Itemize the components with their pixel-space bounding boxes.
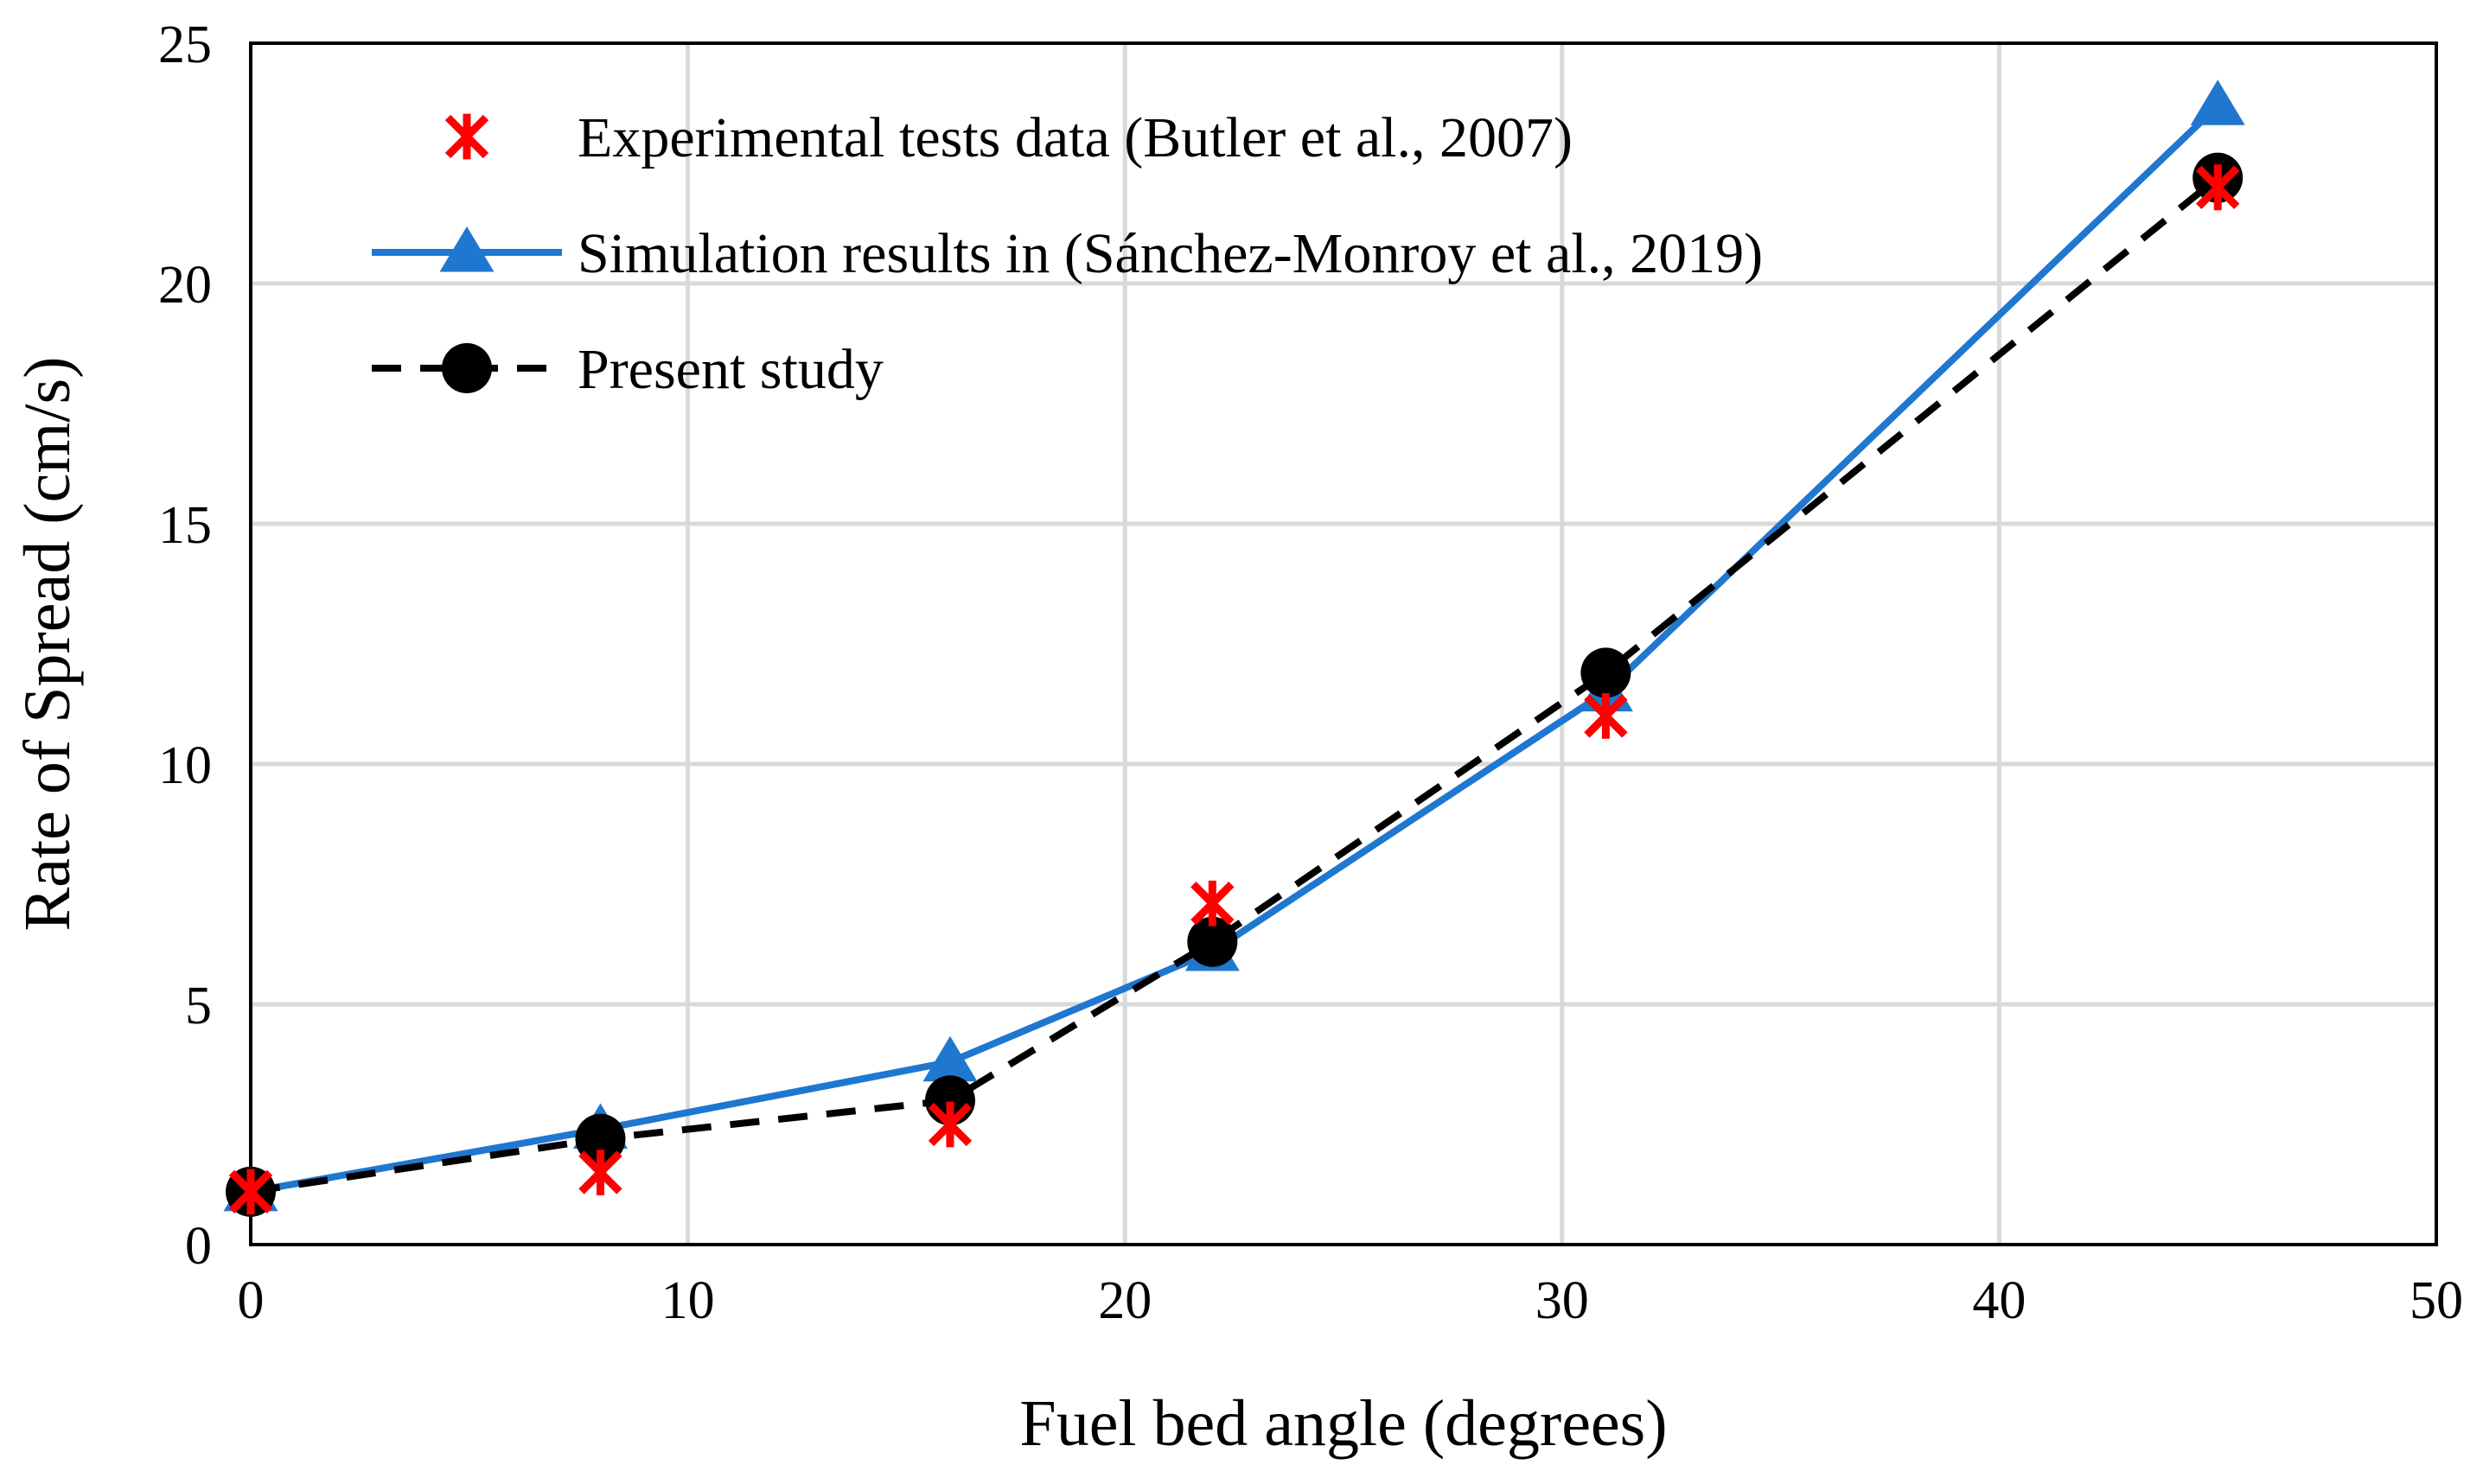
legend-marker-simulation [439, 226, 495, 272]
legend-label-present-study: Present study [578, 338, 884, 401]
present-study-point [1580, 647, 1631, 698]
legend-marker-present-study [442, 343, 492, 393]
axis-ticks: 0 10 20 30 40 50 0 5 10 15 20 25 [158, 16, 2463, 1330]
present-study-point [1187, 916, 1238, 967]
y-tick-label: 10 [158, 736, 212, 795]
y-tick-label: 5 [185, 977, 212, 1035]
x-tick-label: 30 [1535, 1271, 1589, 1330]
legend-marker-experimental [444, 113, 489, 160]
series-group [223, 80, 2245, 1217]
x-tick-label: 0 [238, 1271, 265, 1330]
plot-area-frame [249, 41, 2438, 1246]
y-tick-label: 15 [158, 496, 212, 555]
experimental-point [228, 1169, 273, 1215]
experimental-point [1584, 693, 1628, 739]
x-tick-label: 50 [2410, 1271, 2463, 1330]
experimental-point [578, 1150, 622, 1195]
experimental-point [1190, 880, 1235, 927]
simulation-point [922, 1035, 978, 1082]
legend: Experimental tests data (Butler et al., … [372, 106, 1763, 401]
x-tick-label: 10 [661, 1271, 715, 1330]
legend-label-simulation: Simulation results in (Sánchez-Monroy et… [578, 222, 1763, 285]
grid [251, 43, 2436, 1245]
x-axis-title: Fuel bed angle (degrees) [1019, 1387, 1667, 1460]
y-tick-label: 25 [158, 16, 212, 74]
x-tick-label: 20 [1098, 1271, 1152, 1330]
experimental-point [2196, 164, 2240, 211]
present-study-point [575, 1113, 626, 1164]
legend-label-experimental: Experimental tests data (Butler et al., … [578, 106, 1573, 169]
x-tick-label: 40 [1972, 1271, 2026, 1330]
present-study-series-line [250, 175, 2220, 1195]
y-tick-label: 0 [185, 1217, 212, 1276]
simulation-point [2190, 80, 2245, 125]
experimental-point [928, 1101, 973, 1148]
y-axis-title: Rate of Spread (cm/s) [11, 357, 84, 932]
y-tick-label: 20 [158, 256, 212, 315]
